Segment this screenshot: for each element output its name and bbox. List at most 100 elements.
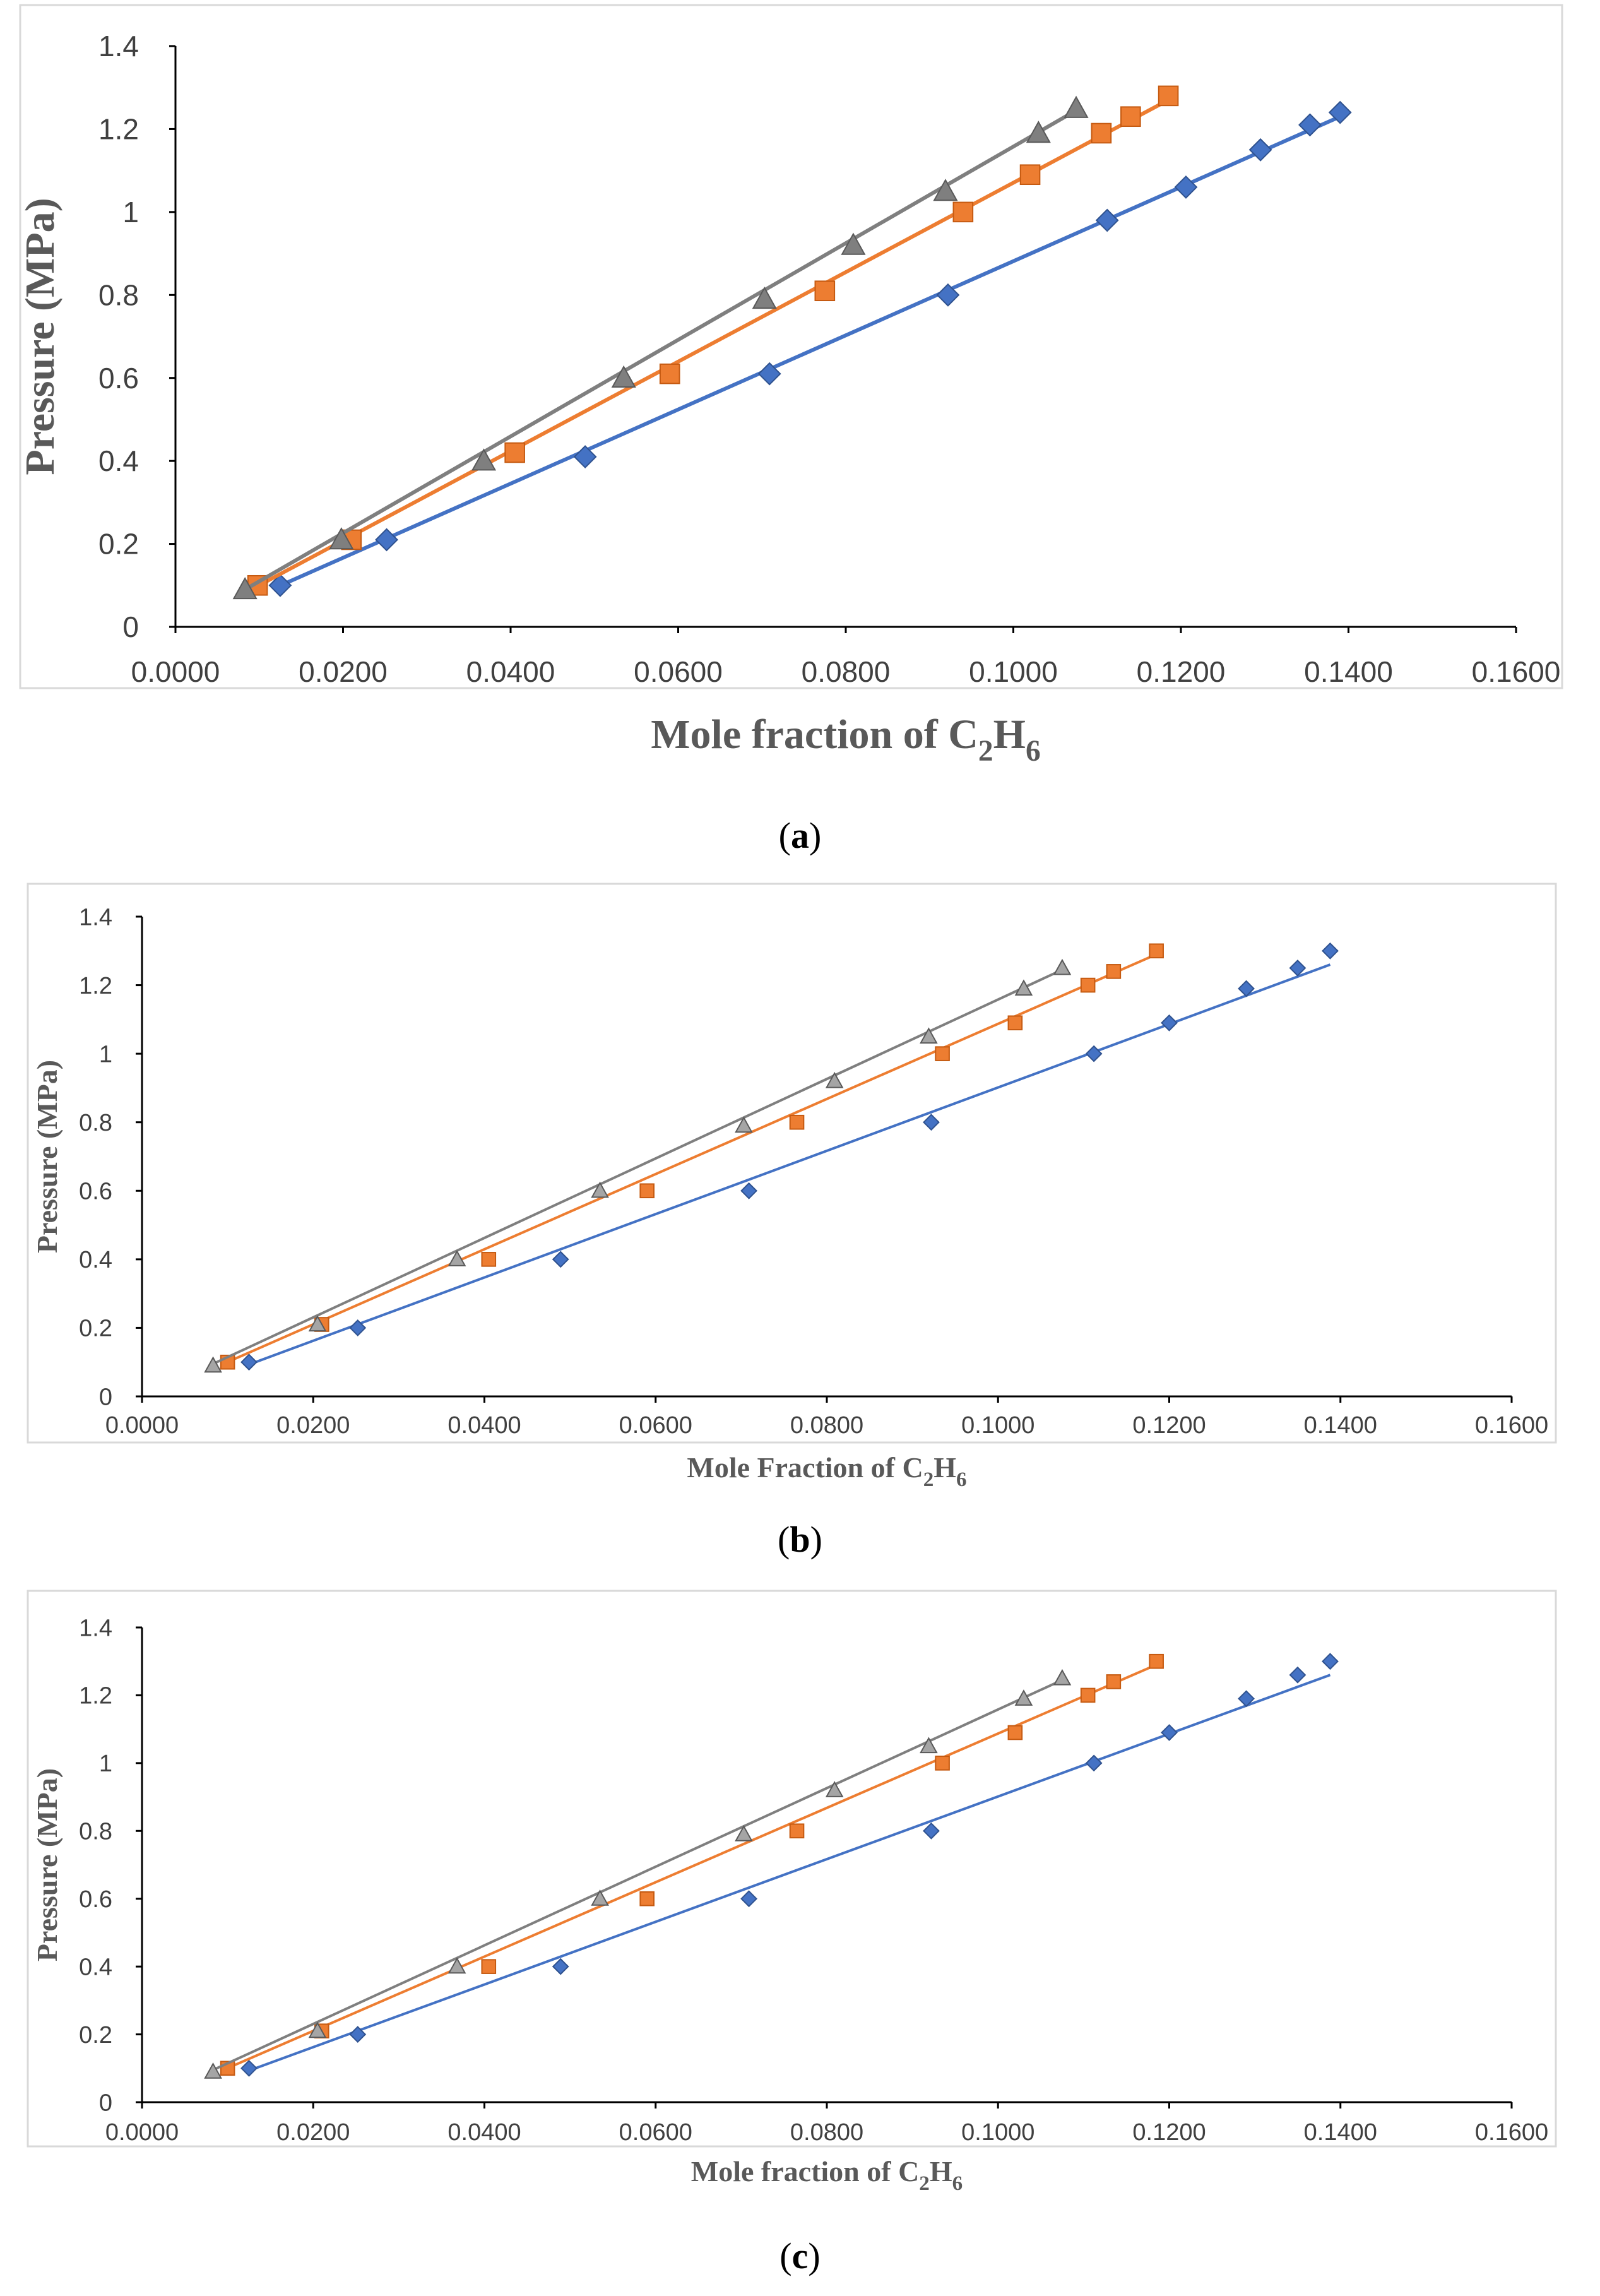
data-point-diamond [349, 1319, 367, 1336]
data-point-diamond [1298, 113, 1322, 137]
data-point-square [1158, 85, 1179, 107]
y-tick-label: 1.2 [79, 973, 112, 999]
trendline-blue-diamonds [248, 963, 1331, 1366]
data-point-triangle [232, 576, 258, 600]
y-tick-label: 1.4 [79, 904, 112, 931]
y-tick-label: 0.6 [98, 362, 139, 395]
chart-a: 0.0000 0.0200 0.0400 0.0600 0.0800 0.1000 0.12… [17, 4, 1563, 768]
x-axis-label: Mole fraction of C2H6 [691, 2155, 963, 2195]
x-axis-label-part: 2 [978, 735, 993, 768]
trendline-orange-squares [223, 1663, 1157, 2071]
y-tick-label: 1.2 [79, 1683, 112, 1710]
x-axis-label: Mole Fraction of C2H6 [687, 1451, 966, 1491]
x-axis-label-part: 6 [952, 2172, 963, 2195]
data-point-square [481, 1959, 497, 1974]
x-axis-label-part: 2 [923, 1468, 934, 1491]
y-tick-label: 0.2 [79, 1316, 112, 1342]
data-point-triangle [447, 1250, 466, 1266]
data-point-triangle [204, 1356, 222, 1373]
data-point-square [659, 363, 680, 384]
x-tick-label: 0.1000 [969, 655, 1058, 688]
y-tick-label: 0.8 [79, 1819, 112, 1845]
trendline-gray-triangles [212, 968, 1063, 1365]
data-point-diamond [240, 1353, 258, 1371]
data-point-square [504, 442, 525, 463]
series-blue-diamonds [240, 942, 1339, 1371]
data-point-triangle [752, 286, 777, 309]
x-tick-label: 0.0400 [466, 655, 555, 688]
x-tick-label: 0.1000 [961, 2119, 1034, 2146]
x-tick-label: 0.0800 [802, 655, 891, 688]
data-point-triangle [611, 365, 636, 388]
x-tick-label: 0.0600 [619, 2119, 692, 2146]
data-point-diamond [757, 362, 781, 386]
x-axis-label: Mole fraction of C2H6 [651, 711, 1041, 768]
data-point-square [1106, 1674, 1122, 1689]
y-tick-label: 0.4 [79, 1247, 112, 1273]
x-axis-label-part: 6 [956, 1468, 967, 1491]
x-tick-label: 0.0200 [299, 655, 388, 688]
data-point-diamond [936, 283, 960, 307]
x-axis-label-part: H [993, 711, 1026, 758]
trendline-blue-diamonds [248, 1674, 1331, 2072]
x-tick-label: 0.1200 [1137, 655, 1226, 688]
y-axis-label: Pressure (MPa) [31, 1060, 63, 1253]
y-axis-label: Pressure (MPa) [31, 1768, 63, 1961]
data-point-diamond [1289, 1666, 1307, 1684]
y-tick-label: 1 [99, 1751, 112, 1777]
data-point-diamond [268, 573, 292, 597]
data-point-diamond [1322, 942, 1339, 960]
x-tick-label: 0.0000 [105, 1412, 179, 1439]
x-tick-label: 0.0000 [105, 2119, 179, 2146]
x-tick-label: 0.1600 [1475, 1412, 1548, 1439]
y-tick-label: 0 [99, 2090, 112, 2116]
x-tick-label: 0.1200 [1132, 1412, 1206, 1439]
data-point-diamond [740, 1182, 757, 1199]
data-point-triangle [329, 527, 354, 550]
data-point-diamond [1174, 175, 1198, 199]
data-point-diamond [1238, 980, 1255, 997]
data-point-triangle [308, 2021, 327, 2038]
data-point-square [1080, 1687, 1096, 1703]
data-point-square [789, 1823, 805, 1839]
data-point-triangle [308, 1315, 327, 1332]
data-point-triangle [735, 1824, 753, 1841]
data-point-square [789, 1114, 805, 1130]
data-point-triangle [591, 1181, 609, 1198]
chart-b: 0.0000 0.0200 0.0400 0.0600 0.0800 0.1000 0.12… [27, 883, 1557, 1491]
y-tick-label: 0 [122, 610, 139, 643]
caption-a: (a) [778, 815, 822, 856]
data-point-square [1120, 106, 1141, 128]
data-point-square [952, 201, 974, 223]
data-point-diamond [375, 528, 398, 552]
data-point-triangle [447, 1957, 466, 1974]
data-point-diamond [1328, 100, 1352, 124]
data-point-square [481, 1252, 497, 1267]
x-axis-label-part: 2 [919, 2172, 930, 2195]
x-tick-label: 0.0800 [790, 2119, 863, 2146]
data-point-triangle [920, 1027, 938, 1044]
data-point-square [935, 1046, 950, 1061]
y-axis-label: Pressure (MPa) [17, 198, 63, 475]
x-tick-label: 0.0800 [790, 1412, 863, 1439]
data-point-diamond [923, 1114, 940, 1131]
x-axis-label-part: 6 [1026, 735, 1041, 768]
series-orange-squares [220, 943, 1164, 1370]
data-point-diamond [1095, 208, 1119, 232]
trendline-gray-triangles [212, 1679, 1063, 2071]
data-point-square [639, 1891, 655, 1906]
x-axis-label-part: Mole fraction of C [651, 711, 978, 758]
y-tick-label: 0.8 [79, 1110, 112, 1136]
x-tick-label: 0.1400 [1304, 1412, 1377, 1439]
x-tick-label: 0.0600 [619, 1412, 692, 1439]
data-point-triangle [204, 2062, 222, 2079]
data-point-diamond [240, 2059, 258, 2077]
y-tick-label: 0.4 [98, 444, 139, 477]
data-point-triangle [920, 1737, 938, 1754]
data-point-diamond [552, 1958, 569, 1975]
x-tick-label: 0.0200 [276, 2119, 350, 2146]
x-tick-label: 0.0000 [131, 655, 220, 688]
series-orange-squares [220, 1653, 1164, 2076]
x-tick-label: 0.0200 [276, 1412, 350, 1439]
